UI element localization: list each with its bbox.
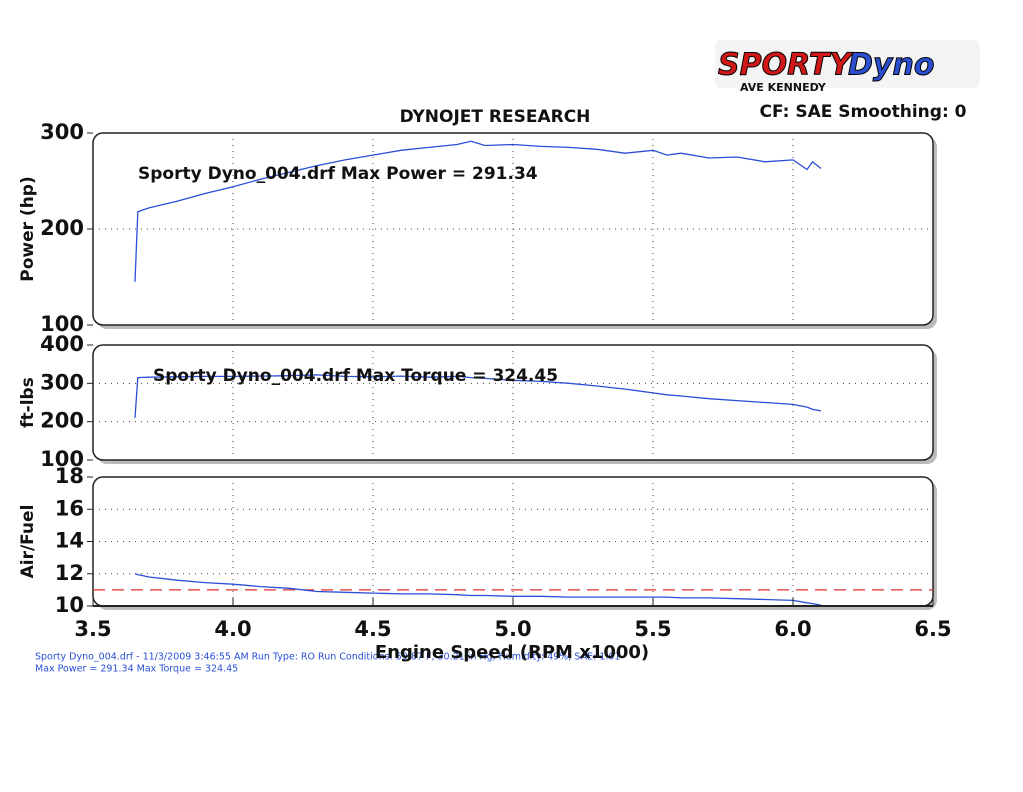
x-axis-label: Engine Speed (RPM x1000) [375,642,649,663]
logo-brand2: Dyno [848,48,934,83]
y-tick-label: 400 [40,332,84,356]
x-tick-label: 5.0 [494,617,531,641]
logo-bg [715,40,980,88]
y-tick-label: 14 [55,529,84,553]
x-tick-label: 6.0 [774,617,811,641]
y-tick-label: 100 [40,447,84,471]
x-tick-label: 4.5 [354,617,391,641]
settings: CF: SAE Smoothing: 0 [760,102,967,122]
annotation: Sporty Dyno_004.drf Max Torque = 324.45 [153,366,558,386]
logo-sub: AVE KENNEDY [740,81,827,94]
x-tick-label: 3.5 [74,617,111,641]
data-line [134,374,822,418]
data-line [134,573,822,606]
x-tick-label: 4.0 [214,617,251,641]
y-tick-label: 12 [55,561,84,585]
y-axis-label: ft-lbs [18,377,38,428]
y-tick-label: 300 [40,370,84,394]
logo-brand: SPORTY [718,48,854,83]
y-tick-label: 300 [40,120,84,144]
y-axis-label: Air/Fuel [18,505,38,579]
x-tick-label: 5.5 [634,617,671,641]
annotation: Sporty Dyno_004.drf Max Power = 291.34 [138,164,538,184]
y-tick-label: 200 [40,216,84,240]
y-tick-label: 18 [55,464,84,488]
data-line [134,140,822,282]
y-tick-label: 200 [40,409,84,433]
chart-title: DYNOJET RESEARCH [400,107,591,127]
x-tick-label: 6.5 [914,617,951,641]
footer-line: Sporty Dyno_004.drf - 11/3/2009 3:46:55 … [35,652,620,663]
y-tick-label: 10 [55,593,84,617]
panel [92,344,934,461]
y-axis-label: Power (hp) [18,176,38,282]
y-tick-label: 16 [55,496,84,520]
logo: SPORTY Dyno AVE KENNEDY [715,40,980,94]
footer-line: Max Power = 291.34 Max Torque = 324.45 [35,664,238,675]
y-tick-label: 100 [40,312,84,336]
